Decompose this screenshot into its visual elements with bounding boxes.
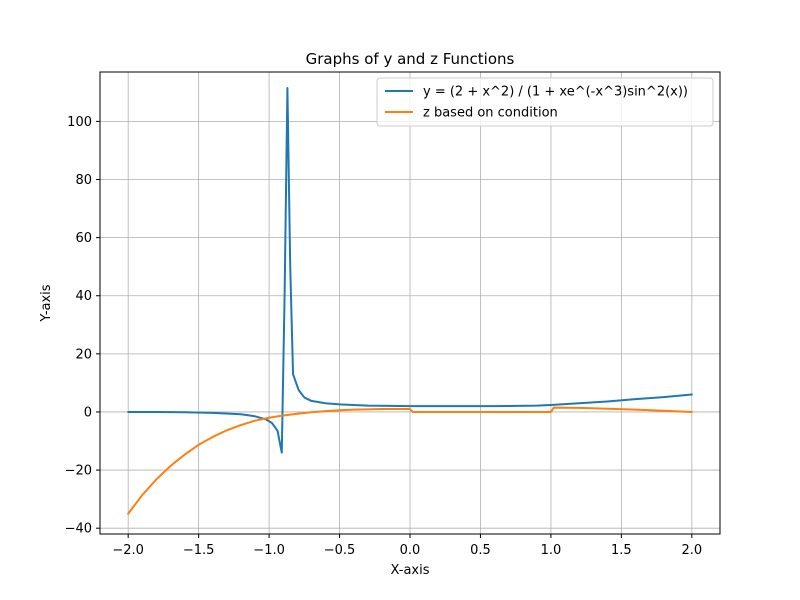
x-tick-label: −0.5 <box>324 543 356 558</box>
y-tick-label: 40 <box>75 289 92 304</box>
x-axis-label: X-axis <box>391 563 430 578</box>
legend-entry-y: y = (2 + x^2) / (1 + xe^(-x^3)sin^2(x)) <box>423 85 688 100</box>
legend: y = (2 + x^2) / (1 + xe^(-x^3)sin^2(x)) … <box>376 77 714 127</box>
y-tick-label: −40 <box>65 522 92 537</box>
x-tick-label: −1.5 <box>183 543 215 558</box>
x-tick-label: 0.0 <box>400 543 421 558</box>
x-tick-label: 0.5 <box>470 543 491 558</box>
axes: −2.0 −1.5 −1.0 −0.5 0.0 0.5 1.0 1.5 2.0 −40 −20 0 20… <box>65 71 721 558</box>
x-tick-label: −1.0 <box>253 543 285 558</box>
x-tick-label: 1.0 <box>541 543 562 558</box>
y-tick-label: 80 <box>75 173 92 188</box>
legend-entry-z: z based on condition <box>423 106 558 121</box>
series-line-1 <box>127 406 693 515</box>
x-tick-label: 2.0 <box>681 543 702 558</box>
grid <box>100 72 720 534</box>
legend-box <box>376 77 714 127</box>
plot-series <box>127 86 693 515</box>
x-tick-label: −2.0 <box>112 543 144 558</box>
y-axis-label: Y-axis <box>39 284 54 322</box>
chart-title: Graphs of y and z Functions <box>306 50 515 68</box>
y-tick-label: 100 <box>67 115 92 130</box>
y-tick-label: 60 <box>75 231 92 246</box>
series-line-0 <box>127 86 693 454</box>
y-tick-label: 20 <box>75 347 92 362</box>
y-tick-label: −20 <box>65 464 92 479</box>
x-tick-label: 1.5 <box>611 543 632 558</box>
y-tick-label: 0 <box>84 405 92 420</box>
